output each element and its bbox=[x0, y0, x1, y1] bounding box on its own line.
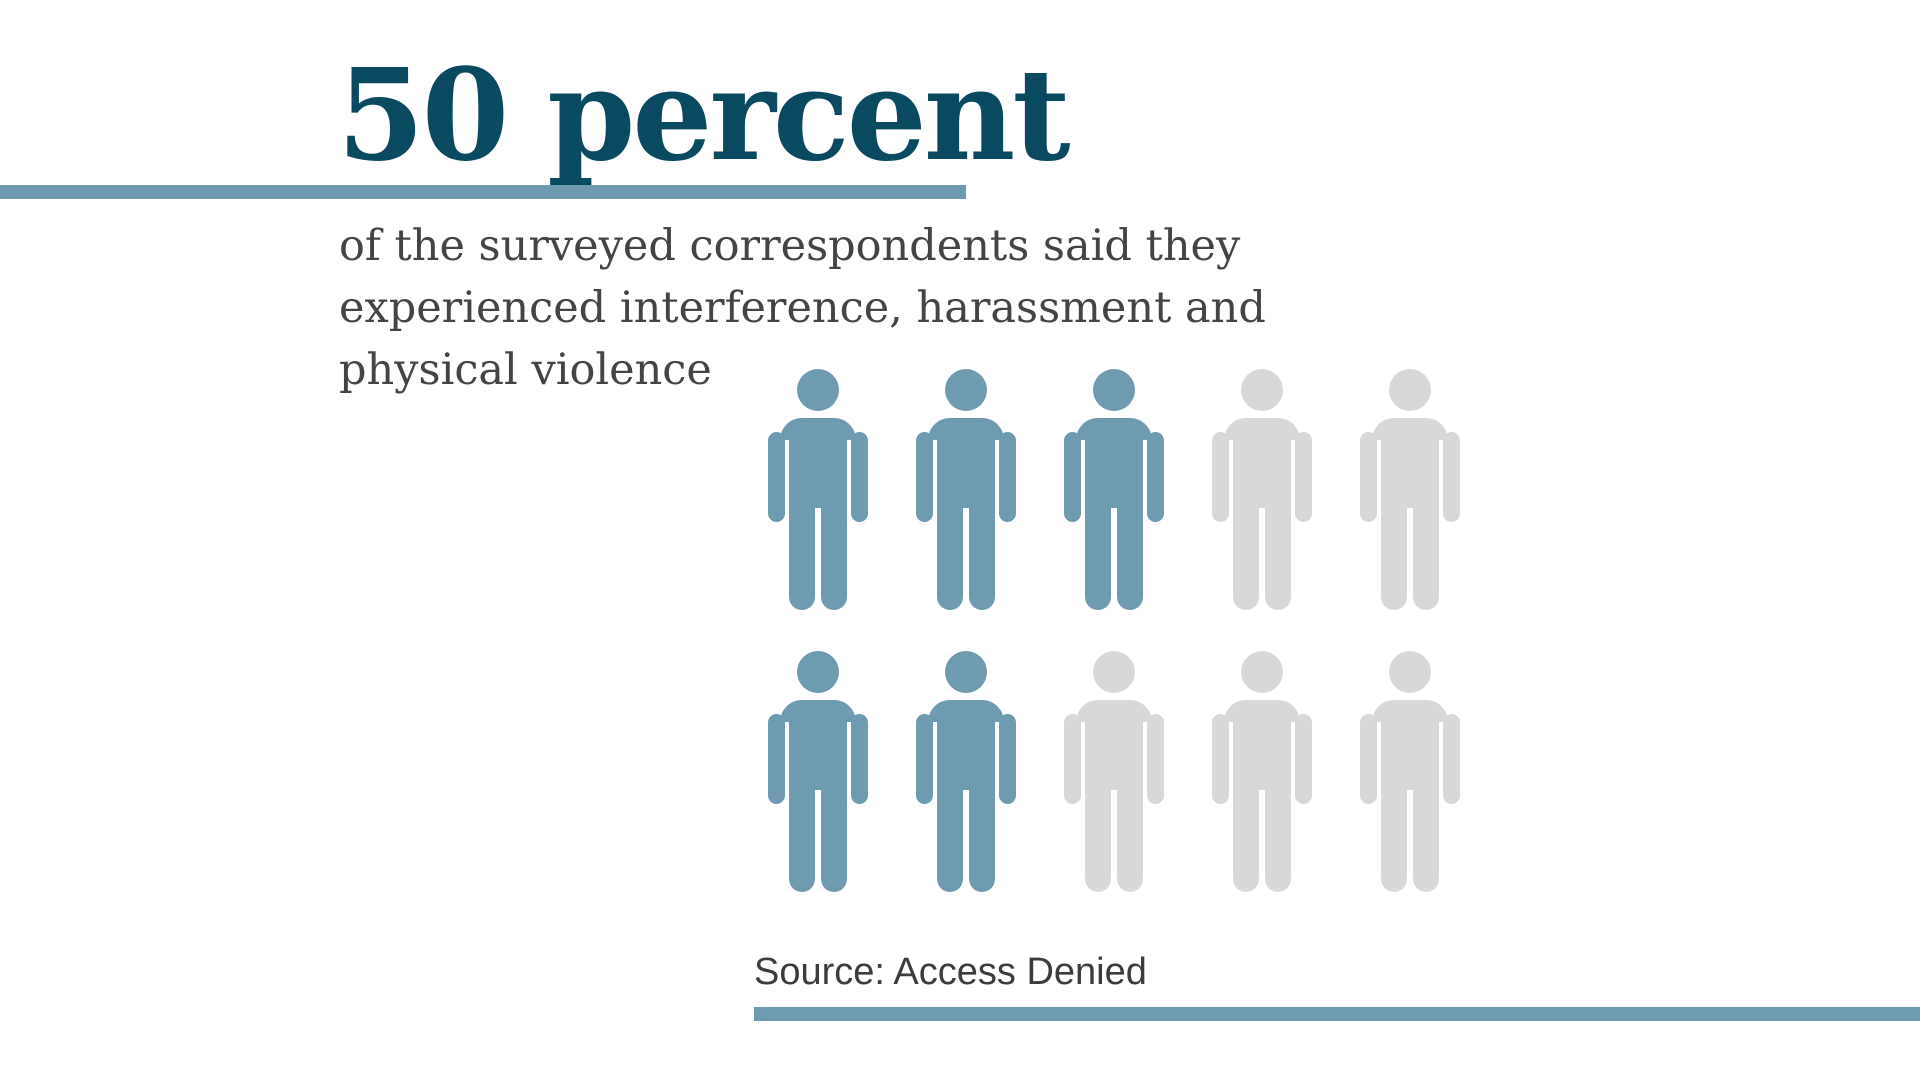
person-icon bbox=[1212, 651, 1312, 892]
top-accent-rule bbox=[0, 185, 966, 199]
person-icon-highlighted bbox=[744, 650, 892, 932]
person-icon bbox=[916, 369, 1016, 610]
person-icon-muted bbox=[1040, 650, 1188, 932]
headline-stat: 50 percent bbox=[337, 41, 1071, 189]
person-icon-highlighted bbox=[892, 368, 1040, 650]
person-icon bbox=[768, 369, 868, 610]
person-icon-highlighted bbox=[892, 650, 1040, 932]
person-icon-muted bbox=[1336, 368, 1484, 650]
bottom-accent-rule bbox=[754, 1007, 1920, 1021]
person-icon bbox=[768, 651, 868, 892]
person-icon-highlighted bbox=[744, 368, 892, 650]
stat-description: of the surveyed correspondents said they… bbox=[339, 221, 1266, 395]
person-icon bbox=[1212, 369, 1312, 610]
person-icon-highlighted bbox=[1040, 368, 1188, 650]
person-icon-muted bbox=[1188, 368, 1336, 650]
person-icon bbox=[1064, 651, 1164, 892]
person-icon bbox=[1360, 651, 1460, 892]
person-icon-muted bbox=[1188, 650, 1336, 932]
person-icon-muted bbox=[1336, 650, 1484, 932]
person-icon bbox=[1360, 369, 1460, 610]
source-caption: Source: Access Denied bbox=[754, 951, 1147, 993]
person-pictogram-grid bbox=[744, 368, 1484, 908]
person-icon bbox=[916, 651, 1016, 892]
person-icon bbox=[1064, 369, 1164, 610]
